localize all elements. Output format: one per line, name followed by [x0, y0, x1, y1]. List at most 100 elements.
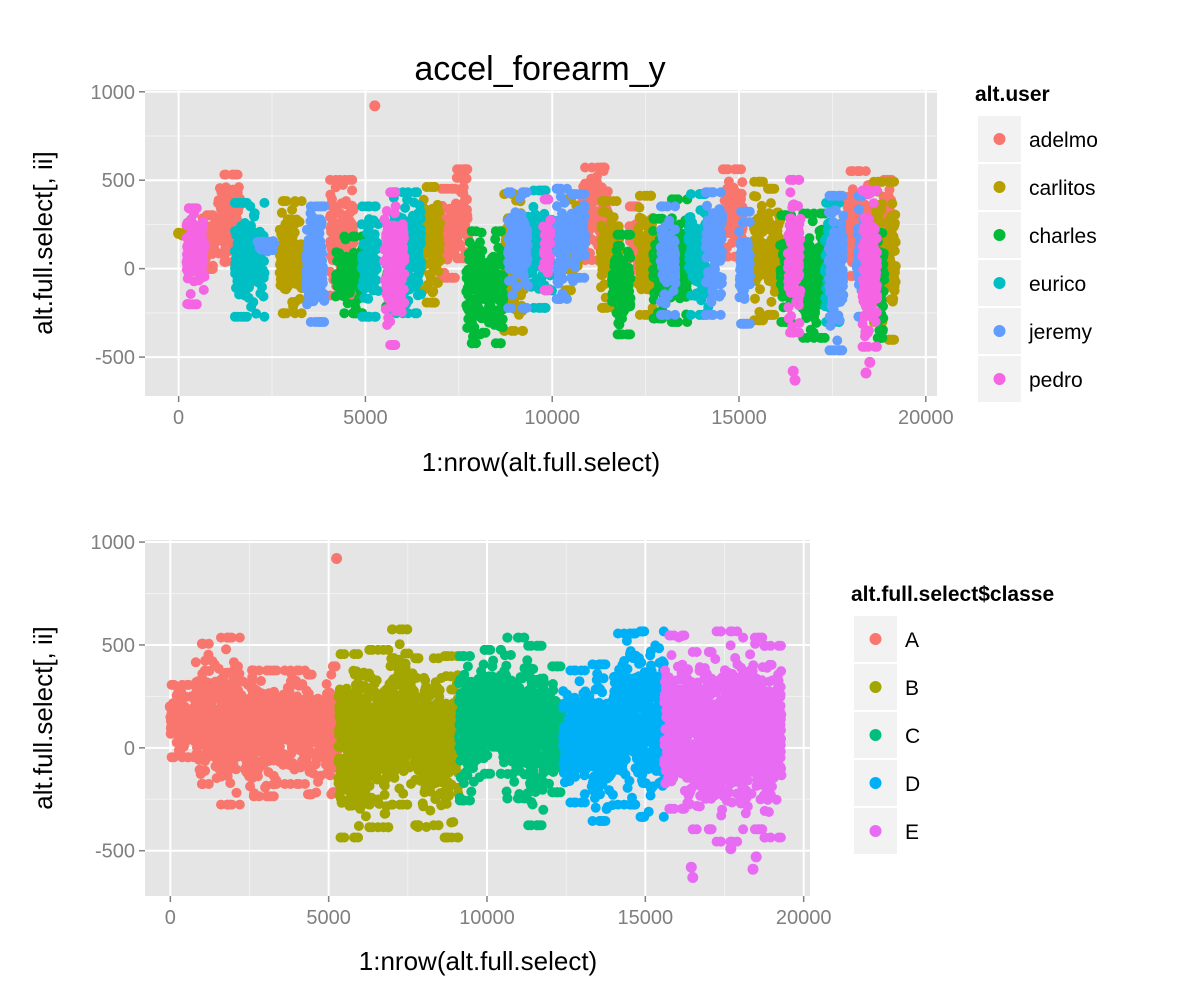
data-point: [736, 164, 746, 174]
data-point: [256, 268, 266, 278]
data-point: [737, 284, 747, 294]
data-point: [552, 277, 562, 287]
data-point: [259, 198, 269, 208]
data-point: [276, 258, 286, 268]
data-point: [345, 208, 355, 218]
data-point: [467, 338, 477, 348]
data-point: [820, 333, 830, 343]
data-point: [577, 223, 587, 233]
data-point: [766, 198, 776, 208]
data-point: [837, 242, 847, 252]
data-point: [755, 284, 765, 294]
data-point: [233, 312, 243, 322]
data-point: [539, 303, 549, 313]
data-point: [383, 271, 393, 281]
data-point: [343, 298, 353, 308]
data-point: [231, 283, 241, 293]
data-point: [827, 208, 837, 218]
data-point: [461, 287, 471, 297]
data-point: [275, 268, 285, 278]
data-point: [837, 345, 847, 355]
data-point: [598, 196, 608, 206]
data-point: [635, 191, 645, 201]
data-point: [619, 255, 629, 265]
data-point: [688, 245, 698, 255]
data-point: [659, 274, 669, 284]
data-point: [889, 177, 899, 187]
data-point: [348, 221, 358, 231]
data-point: [625, 301, 635, 311]
data-point: [828, 217, 838, 227]
data-point: [310, 317, 320, 327]
data-point: [518, 187, 528, 197]
data-point: [311, 224, 321, 234]
data-point: [890, 210, 900, 220]
data-point: [327, 194, 337, 204]
data-point: [481, 277, 491, 287]
data-point: [347, 185, 357, 195]
data-point: [463, 268, 473, 278]
data-point: [395, 247, 405, 257]
data-point: [233, 258, 243, 268]
data-point: [580, 250, 590, 260]
data-point: [635, 310, 645, 320]
data-point: [343, 266, 353, 276]
data-point: [646, 191, 656, 201]
data-point: [491, 338, 501, 348]
data-point: [363, 280, 373, 290]
data-point: [455, 184, 465, 194]
data-point: [199, 285, 209, 295]
data-point: [598, 207, 608, 217]
data-point: [809, 291, 819, 301]
data-point: [716, 310, 726, 320]
data-point: [197, 245, 207, 255]
data-point: [512, 247, 522, 257]
data-point: [516, 235, 526, 245]
data-point: [194, 275, 204, 285]
data-point: [369, 253, 379, 263]
data-point: [413, 290, 423, 300]
data-point: [361, 201, 371, 211]
data-point: [739, 207, 749, 217]
data-point: [308, 234, 318, 244]
data-point: [213, 223, 223, 233]
data-point: [511, 213, 521, 223]
data-point: [280, 236, 290, 246]
data-point: [701, 236, 711, 246]
data-point: [416, 229, 426, 239]
data-point: [751, 192, 761, 202]
data-point: [429, 265, 439, 275]
data-point: [191, 228, 201, 238]
data-point: [809, 209, 819, 219]
data-point: [539, 186, 549, 196]
data-point: [690, 291, 700, 301]
data-point: [331, 247, 341, 257]
data-point: [889, 232, 899, 242]
data-point: [450, 273, 460, 283]
data-point: [426, 182, 436, 192]
data-point: [887, 199, 897, 209]
data-point: [332, 256, 342, 266]
data-point: [397, 307, 407, 317]
data-point: [188, 252, 198, 262]
data-point: [701, 277, 711, 287]
data-point: [714, 204, 724, 214]
data-point: [507, 224, 517, 234]
data-point: [832, 336, 842, 346]
data-point: [489, 312, 499, 322]
data-point: [755, 315, 765, 325]
data-point: [403, 187, 413, 197]
data-point: [717, 247, 727, 257]
data-point: [685, 222, 695, 232]
data-point: [409, 239, 419, 249]
data-point: [310, 201, 320, 211]
data-point: [288, 243, 298, 253]
data-point: [613, 241, 623, 251]
data-point: [768, 310, 778, 320]
data-point: [621, 288, 631, 298]
data-point: [336, 209, 346, 219]
data-point: [369, 100, 380, 111]
data-point: [658, 225, 668, 235]
data-point: [182, 242, 192, 252]
